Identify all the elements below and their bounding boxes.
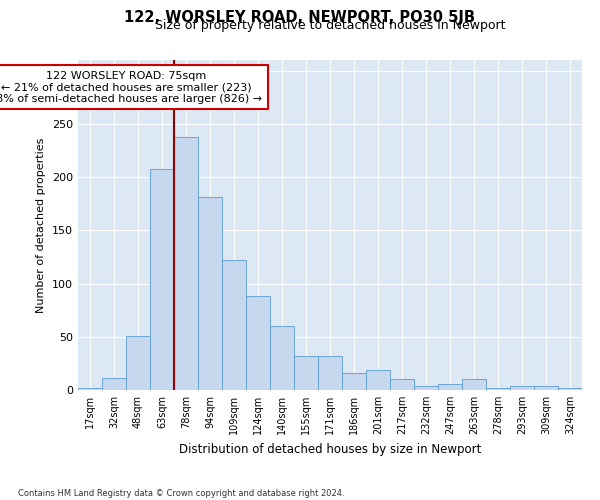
Bar <box>246 296 270 390</box>
Y-axis label: Number of detached properties: Number of detached properties <box>37 138 46 312</box>
Bar <box>294 356 318 390</box>
Bar <box>558 388 582 390</box>
Bar <box>174 136 198 390</box>
Bar <box>126 336 150 390</box>
X-axis label: Distribution of detached houses by size in Newport: Distribution of detached houses by size … <box>179 442 481 456</box>
Text: 122, WORSLEY ROAD, NEWPORT, PO30 5JB: 122, WORSLEY ROAD, NEWPORT, PO30 5JB <box>125 10 476 25</box>
Bar <box>486 388 510 390</box>
Bar <box>390 380 414 390</box>
Bar <box>102 378 126 390</box>
Bar <box>342 373 366 390</box>
Title: Size of property relative to detached houses in Newport: Size of property relative to detached ho… <box>155 20 505 32</box>
Bar <box>438 384 462 390</box>
Bar <box>78 388 102 390</box>
Bar <box>510 386 534 390</box>
Bar <box>414 386 438 390</box>
Bar <box>534 386 558 390</box>
Text: Contains HM Land Registry data © Crown copyright and database right 2024.: Contains HM Land Registry data © Crown c… <box>18 488 344 498</box>
Bar <box>318 356 342 390</box>
Bar <box>462 380 486 390</box>
Bar <box>222 260 246 390</box>
Text: 122 WORSLEY ROAD: 75sqm
← 21% of detached houses are smaller (223)
78% of semi-d: 122 WORSLEY ROAD: 75sqm ← 21% of detache… <box>0 70 263 104</box>
Bar <box>150 168 174 390</box>
Bar <box>270 326 294 390</box>
Bar <box>198 198 222 390</box>
Bar <box>366 370 390 390</box>
